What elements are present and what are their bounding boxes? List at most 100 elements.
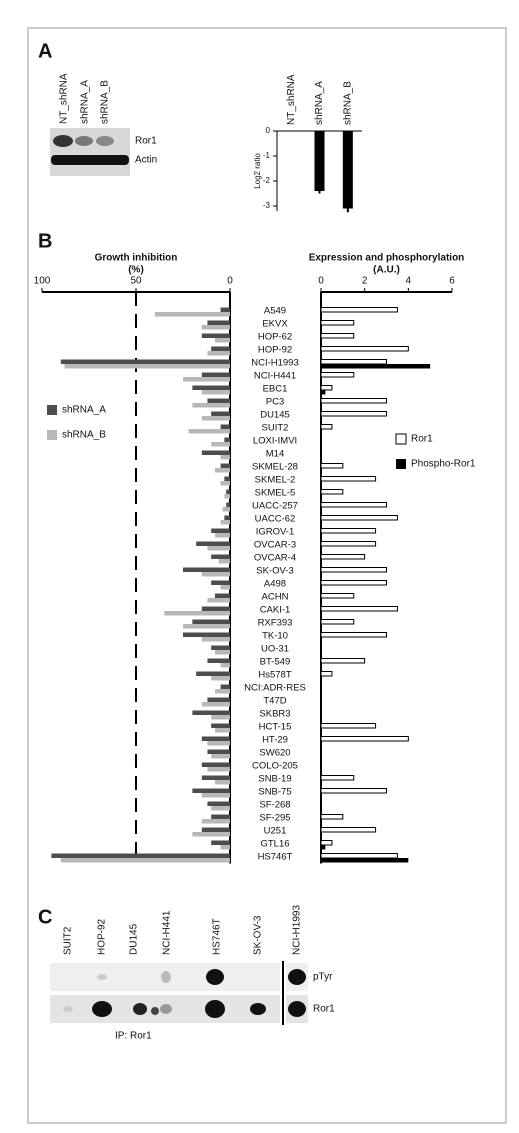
category-label: ACHN [262,592,289,603]
category-label: EKVX [262,319,288,330]
category-label: T47D [263,696,286,707]
bar [211,580,230,585]
category-label: SK-OV-3 [256,566,294,577]
bar [320,359,387,365]
bar [320,320,355,326]
legend-label: Ror1 [411,434,433,445]
category-label: Hs578T [258,670,291,681]
x-tick-label: shRNA_B [342,81,353,125]
x-tick-label: 100 [34,276,51,287]
bar [220,684,230,689]
bar [320,463,344,469]
bar [321,390,326,395]
bar [207,398,230,403]
bar [201,819,230,824]
category-label: A549 [264,306,286,317]
bar [201,702,230,707]
legend-swatch [47,430,57,440]
bar [220,663,230,668]
bar [320,593,355,599]
bar [214,533,230,538]
bar [320,814,344,820]
bar [60,858,230,863]
x-tick-label: 0 [318,276,324,287]
bar [214,650,230,655]
bar [214,689,230,694]
category-label: SF-268 [259,800,290,811]
bar [320,671,333,677]
bar [320,489,344,495]
bar [218,559,230,564]
bar [60,359,230,364]
figure-border [27,27,507,1124]
bar [183,624,230,629]
category-label: SKMEL-28 [252,462,298,473]
y-tick-label: -2 [263,176,271,185]
bar [320,502,387,508]
bar [220,481,230,486]
bar [183,567,230,572]
bar [192,403,230,408]
category-label: CAKI-1 [260,605,291,616]
bar [183,632,230,637]
bar [211,840,230,845]
legend-label: Phospho-Ror1 [411,459,476,470]
bar [207,598,230,603]
bar [320,476,377,482]
lane-label: NCI-H1993 [292,905,303,955]
category-label: OVCAR-4 [254,553,296,564]
category-label: IGROV-1 [256,527,295,538]
lane-label: HS746T [212,918,223,955]
bar [220,463,230,468]
blot-caption: IP: Ror1 [115,1031,152,1042]
bar [64,364,230,369]
bar [192,710,230,715]
bar [220,455,230,460]
row-label: Ror1 [313,1004,335,1015]
category-label: HCT-15 [259,722,292,733]
lane-label: shRNA_A [80,80,91,124]
row-label: Actin [135,155,157,166]
bar [201,333,230,338]
x-tick-label: shRNA_A [314,81,325,125]
bar [220,307,230,312]
bar [320,606,398,612]
bar [201,775,230,780]
bar [201,762,230,767]
bar [196,671,230,676]
bar [211,676,230,681]
bar [211,442,230,447]
bar [51,853,231,858]
bar [201,827,230,832]
category-label: M14 [266,449,284,460]
bar [211,528,230,533]
bar [320,398,387,404]
bar [320,788,387,794]
bar [207,767,230,772]
bar [196,541,230,546]
category-label: HOP-62 [258,332,292,343]
bar [224,437,230,442]
bar [188,429,230,434]
bar [320,632,387,638]
bar [320,619,355,625]
bar [320,515,398,521]
bar [207,546,230,551]
bar [183,377,230,382]
panel-label: A [38,40,52,62]
bar [192,385,230,390]
category-label: SF-295 [259,813,290,824]
category-label: U251 [264,826,287,837]
category-label: COLO-205 [252,761,298,772]
x-tick-label: 6 [449,276,455,287]
category-label: SW620 [259,748,290,759]
bar [207,658,230,663]
bar [224,476,230,481]
bar [220,424,230,429]
category-label: SNB-19 [258,774,291,785]
category-label: EBC1 [263,384,288,395]
lane-label: SK-OV-3 [253,915,264,955]
bar [320,775,355,781]
bar [207,741,230,746]
